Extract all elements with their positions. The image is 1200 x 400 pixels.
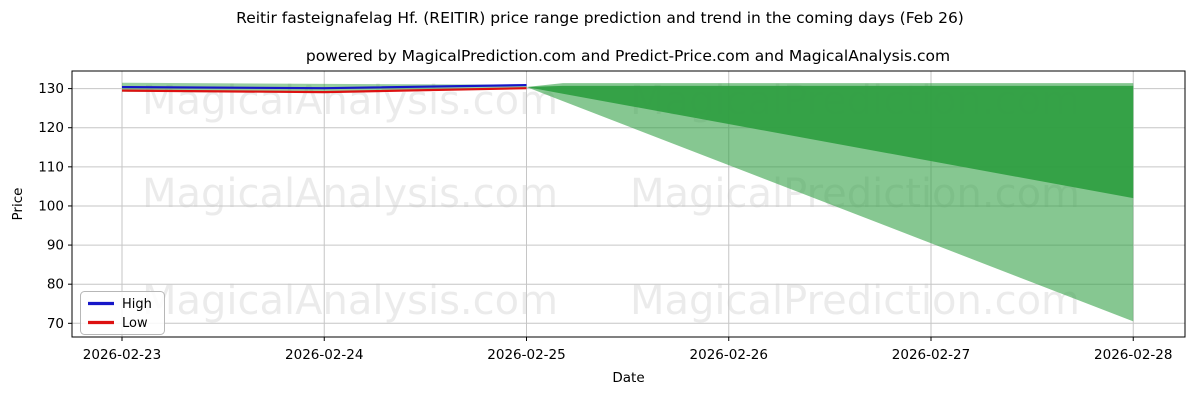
plot-border <box>71 70 1186 338</box>
y-tick-label: 90 <box>47 238 64 254</box>
y-tick-label: 130 <box>38 81 64 97</box>
y-axis-label: Price <box>10 188 26 221</box>
narrow-prediction-fan <box>526 85 1134 199</box>
x-tick-label: 2026-02-27 <box>892 347 970 363</box>
legend: High Low <box>80 291 165 335</box>
x-axis-label: Date <box>612 370 644 386</box>
chart-subtitle: powered by MagicalPrediction.com and Pre… <box>305 47 951 65</box>
y-tick-label: 110 <box>38 159 64 175</box>
y-tick-label: 80 <box>47 277 64 293</box>
low-line <box>121 87 527 94</box>
x-tick-label: 2026-02-26 <box>690 347 768 363</box>
high-line <box>121 83 527 90</box>
x-tick-label: 2026-02-28 <box>1094 347 1172 363</box>
y-tick-label: 100 <box>38 198 64 214</box>
x-tick-label: 2026-02-25 <box>487 347 565 363</box>
y-tick-label: 120 <box>38 120 64 136</box>
watermark-text: MagicalPrediction.com <box>630 278 1080 324</box>
y-axis: 70 80 90 100 110 120 130 <box>38 81 72 332</box>
chart-title: Reitir fasteignafelag Hf. (REITIR) price… <box>236 9 964 27</box>
x-tick-label: 2026-02-24 <box>285 347 363 363</box>
legend-label-high: High <box>122 297 152 312</box>
x-axis: 2026-02-23 2026-02-24 2026-02-25 2026-02-26… <box>83 337 1172 363</box>
legend-label-low: Low <box>122 316 148 331</box>
watermark-text: MagicalAnalysis.com <box>142 171 558 217</box>
x-tick-label: 2026-02-23 <box>83 347 161 363</box>
y-tick-label: 70 <box>47 316 64 332</box>
watermark-text: MagicalAnalysis.com <box>142 278 558 324</box>
